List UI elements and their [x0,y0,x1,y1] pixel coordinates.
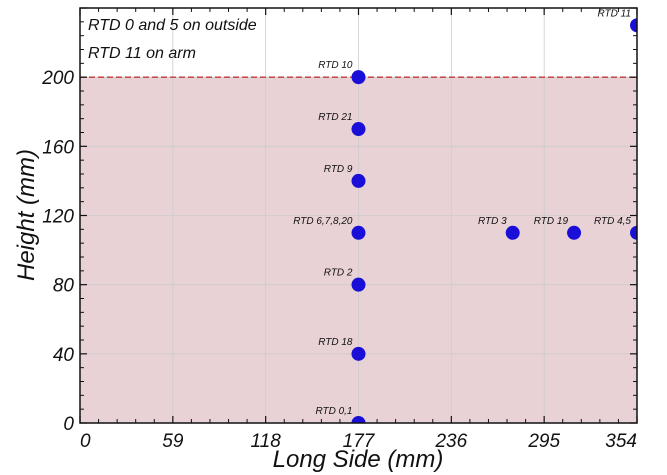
data-point [630,18,637,33]
x-tick-labels: 0 59 118 177 236 295 354 [80,431,637,452]
data-point [351,70,366,85]
data-points [351,18,637,423]
y-axis-label: Height (mm) [13,149,40,281]
data-point [351,225,366,240]
point-label: RTD 19 [534,216,569,227]
x-tick-label: 354 [605,431,637,452]
data-point [567,225,582,240]
x-tick-label: 59 [162,431,184,452]
y-tick-label: 80 [53,276,75,297]
data-point [351,277,366,292]
plot-frame [79,7,638,424]
y-tick-label: 0 [63,414,74,435]
y-tick-label: 160 [42,137,74,158]
annotation-note-2: RTD 11 on arm [88,45,196,62]
x-tick-label: 177 [343,431,376,452]
x-tick-label: 236 [434,431,467,452]
point-label: RTD 2 [324,268,353,279]
y-tick-label: 200 [41,68,74,89]
data-point [351,173,366,188]
annotation-note-1: RTD 0 and 5 on outside [88,17,257,34]
point-label: RTD 10 [318,60,353,71]
point-label: RTD 3 [478,216,507,227]
data-point [351,416,366,423]
y-tick-label: 120 [42,207,74,228]
y-tick-label: 40 [53,345,75,366]
point-label: RTD 6,7,8,20 [293,216,353,227]
x-axis-label: Long Side (mm) [273,446,444,473]
point-label: RTD 4,5 [594,216,631,227]
point-labels: RTD 0,1 RTD 18 RTD 2 RTD 6,7,8,20 RTD 9 RTD 2… [293,8,631,417]
data-point [351,122,366,137]
point-label: RTD 18 [318,337,353,348]
x-tick-label: 0 [80,431,91,452]
x-tick-label: 295 [527,431,560,452]
point-label: RTD 11 [597,8,631,19]
point-label: RTD 9 [324,164,353,175]
data-point [630,225,637,240]
data-point [351,346,366,361]
point-label: RTD 0,1 [315,406,352,417]
point-label: RTD 21 [318,112,352,123]
y-tick-labels: 0 40 80 120 160 200 [41,68,74,435]
data-point [505,225,520,240]
x-tick-label: 118 [251,431,282,452]
